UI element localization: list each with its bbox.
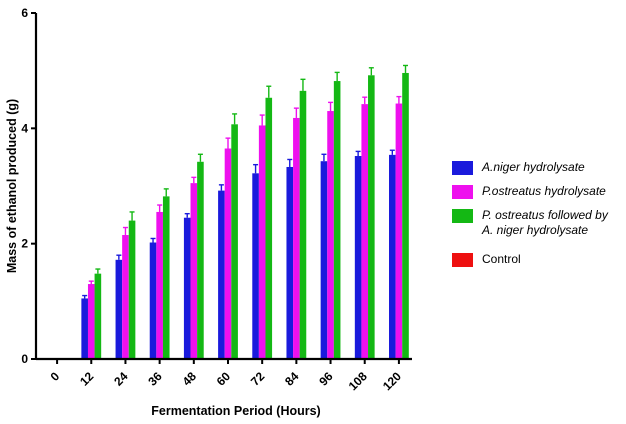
bar-1-12 [81, 298, 88, 359]
bar-3-84 [299, 90, 307, 359]
legend-label-p-ostreatus: P.ostreatus hydrolysate [482, 184, 606, 198]
x-tick-label-0: 0 [48, 369, 63, 384]
x-tick-label-120: 120 [380, 369, 404, 393]
bar-2-36 [156, 211, 163, 359]
legend-swatch-combined [452, 209, 473, 223]
bar-1-48 [183, 217, 191, 359]
bar-3-36 [162, 196, 170, 359]
x-tick-label-60: 60 [214, 369, 234, 389]
bar-3-24 [128, 220, 136, 359]
x-tick-label-48: 48 [180, 369, 200, 389]
legend-label-a-niger: A.niger hydrolysate [482, 160, 585, 174]
bar-2-60 [224, 148, 232, 359]
bar-3-72 [265, 97, 273, 360]
bar-1-72 [252, 173, 259, 359]
bar-2-108 [361, 104, 369, 359]
legend-item-p-ostreatus: P.ostreatus hydrolysate [452, 184, 624, 199]
bar-1-108 [354, 156, 362, 359]
bar-2-120 [395, 103, 403, 359]
bar-1-60 [218, 190, 225, 359]
bar-3-12 [94, 273, 102, 359]
y-axis-title: Mass of ethanol produced (g) [5, 99, 19, 273]
legend-swatch-p-ostreatus [452, 185, 473, 199]
legend-label-control: Control [482, 252, 521, 266]
bar-2-12 [87, 284, 95, 359]
x-tick-label-84: 84 [282, 369, 302, 389]
bar-1-120 [389, 154, 396, 359]
y-tick-label-2: 2 [21, 237, 28, 251]
x-tick-label-12: 12 [77, 369, 97, 389]
bar-3-60 [231, 124, 238, 360]
legend-swatch-control [452, 253, 473, 267]
bar-2-96 [327, 111, 334, 360]
bar-2-48 [190, 183, 198, 359]
legend: A.niger hydrolysate P.ostreatus hydrolys… [452, 160, 624, 276]
bar-2-72 [258, 125, 266, 359]
bar-2-84 [293, 117, 300, 359]
bar-1-84 [286, 166, 294, 359]
bar-3-48 [197, 161, 204, 359]
bar-3-96 [333, 81, 341, 360]
bar-1-36 [149, 242, 157, 359]
legend-label-combined-line1: P. ostreatus followed by [482, 208, 608, 222]
x-axis-title: Fermentation Period (Hours) [151, 404, 320, 418]
legend-item-control: Control [452, 252, 624, 267]
y-tick-label-6: 6 [21, 6, 28, 20]
x-tick-label-24: 24 [111, 369, 131, 389]
legend-swatch-a-niger [452, 161, 473, 175]
x-tick-label-72: 72 [248, 369, 268, 389]
legend-item-a-niger: A.niger hydrolysate [452, 160, 624, 175]
legend-label-combined-line2: A. niger hydrolysate [482, 223, 589, 237]
bar-1-24 [115, 259, 123, 359]
bar-2-24 [122, 235, 129, 359]
y-tick-label-4: 4 [21, 121, 28, 135]
legend-item-combined: P. ostreatus followed by A. niger hydrol… [452, 208, 624, 238]
x-tick-label-96: 96 [316, 369, 336, 389]
bar-3-120 [402, 72, 409, 360]
x-tick-label-108: 108 [346, 369, 370, 393]
x-tick-label-36: 36 [145, 369, 165, 389]
bar-3-108 [368, 75, 375, 359]
y-tick-label-0: 0 [21, 352, 28, 366]
bar-1-96 [320, 161, 328, 359]
